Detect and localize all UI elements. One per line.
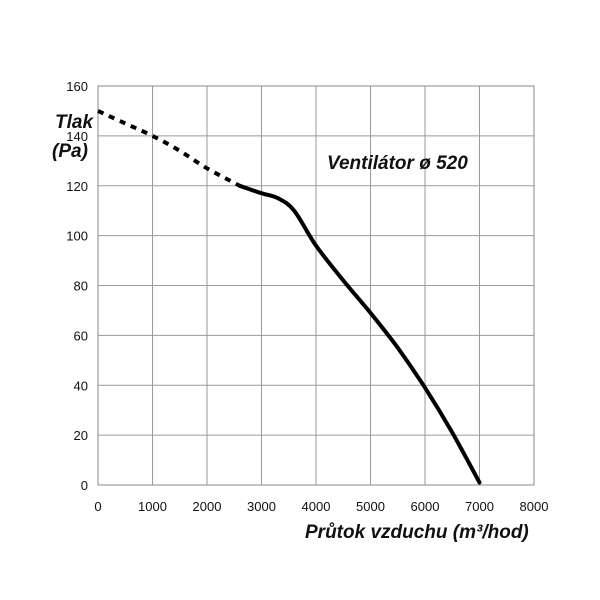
x-tick-label: 1000: [138, 499, 167, 514]
chart-title: Ventilátor ø 520: [327, 153, 468, 174]
y-tick-labels: 0 20 40 60 80 100 120 140 160: [66, 79, 88, 493]
x-tick-label: 0: [94, 499, 101, 514]
x-tick-label: 4000: [302, 499, 331, 514]
x-tick-labels: 0 1000 2000 3000 4000 5000 6000 7000 8000: [94, 499, 548, 514]
y-tick-label: 100: [66, 229, 88, 244]
y-tick-label: 20: [74, 428, 88, 443]
y-axis-title-line2: (Pa): [52, 141, 88, 162]
fan-curve-solid-segment: [237, 183, 482, 485]
x-tick-label: 5000: [356, 499, 385, 514]
y-tick-label: 80: [74, 279, 88, 294]
y-axis-title-line1: Tlak: [55, 112, 94, 133]
y-tick-label: 0: [81, 478, 88, 493]
grid-lines: [97, 85, 535, 486]
x-axis-title: Průtok vzduchu (m³/hod): [305, 522, 529, 543]
y-tick-label: 120: [66, 179, 88, 194]
y-tick-label: 140: [66, 129, 88, 144]
plot-frame: [97, 85, 535, 486]
y-tick-label: 160: [66, 79, 88, 94]
x-tick-label: 3000: [247, 499, 276, 514]
y-tick-label: 60: [74, 328, 88, 343]
series-lines: [97, 109, 482, 485]
x-tick-label: 8000: [520, 499, 549, 514]
x-tick-label: 2000: [193, 499, 222, 514]
fan-curve-dashed-segment: [97, 109, 241, 188]
x-tick-label: 6000: [411, 499, 440, 514]
y-tick-label: 40: [74, 378, 88, 393]
x-tick-label: 7000: [465, 499, 494, 514]
